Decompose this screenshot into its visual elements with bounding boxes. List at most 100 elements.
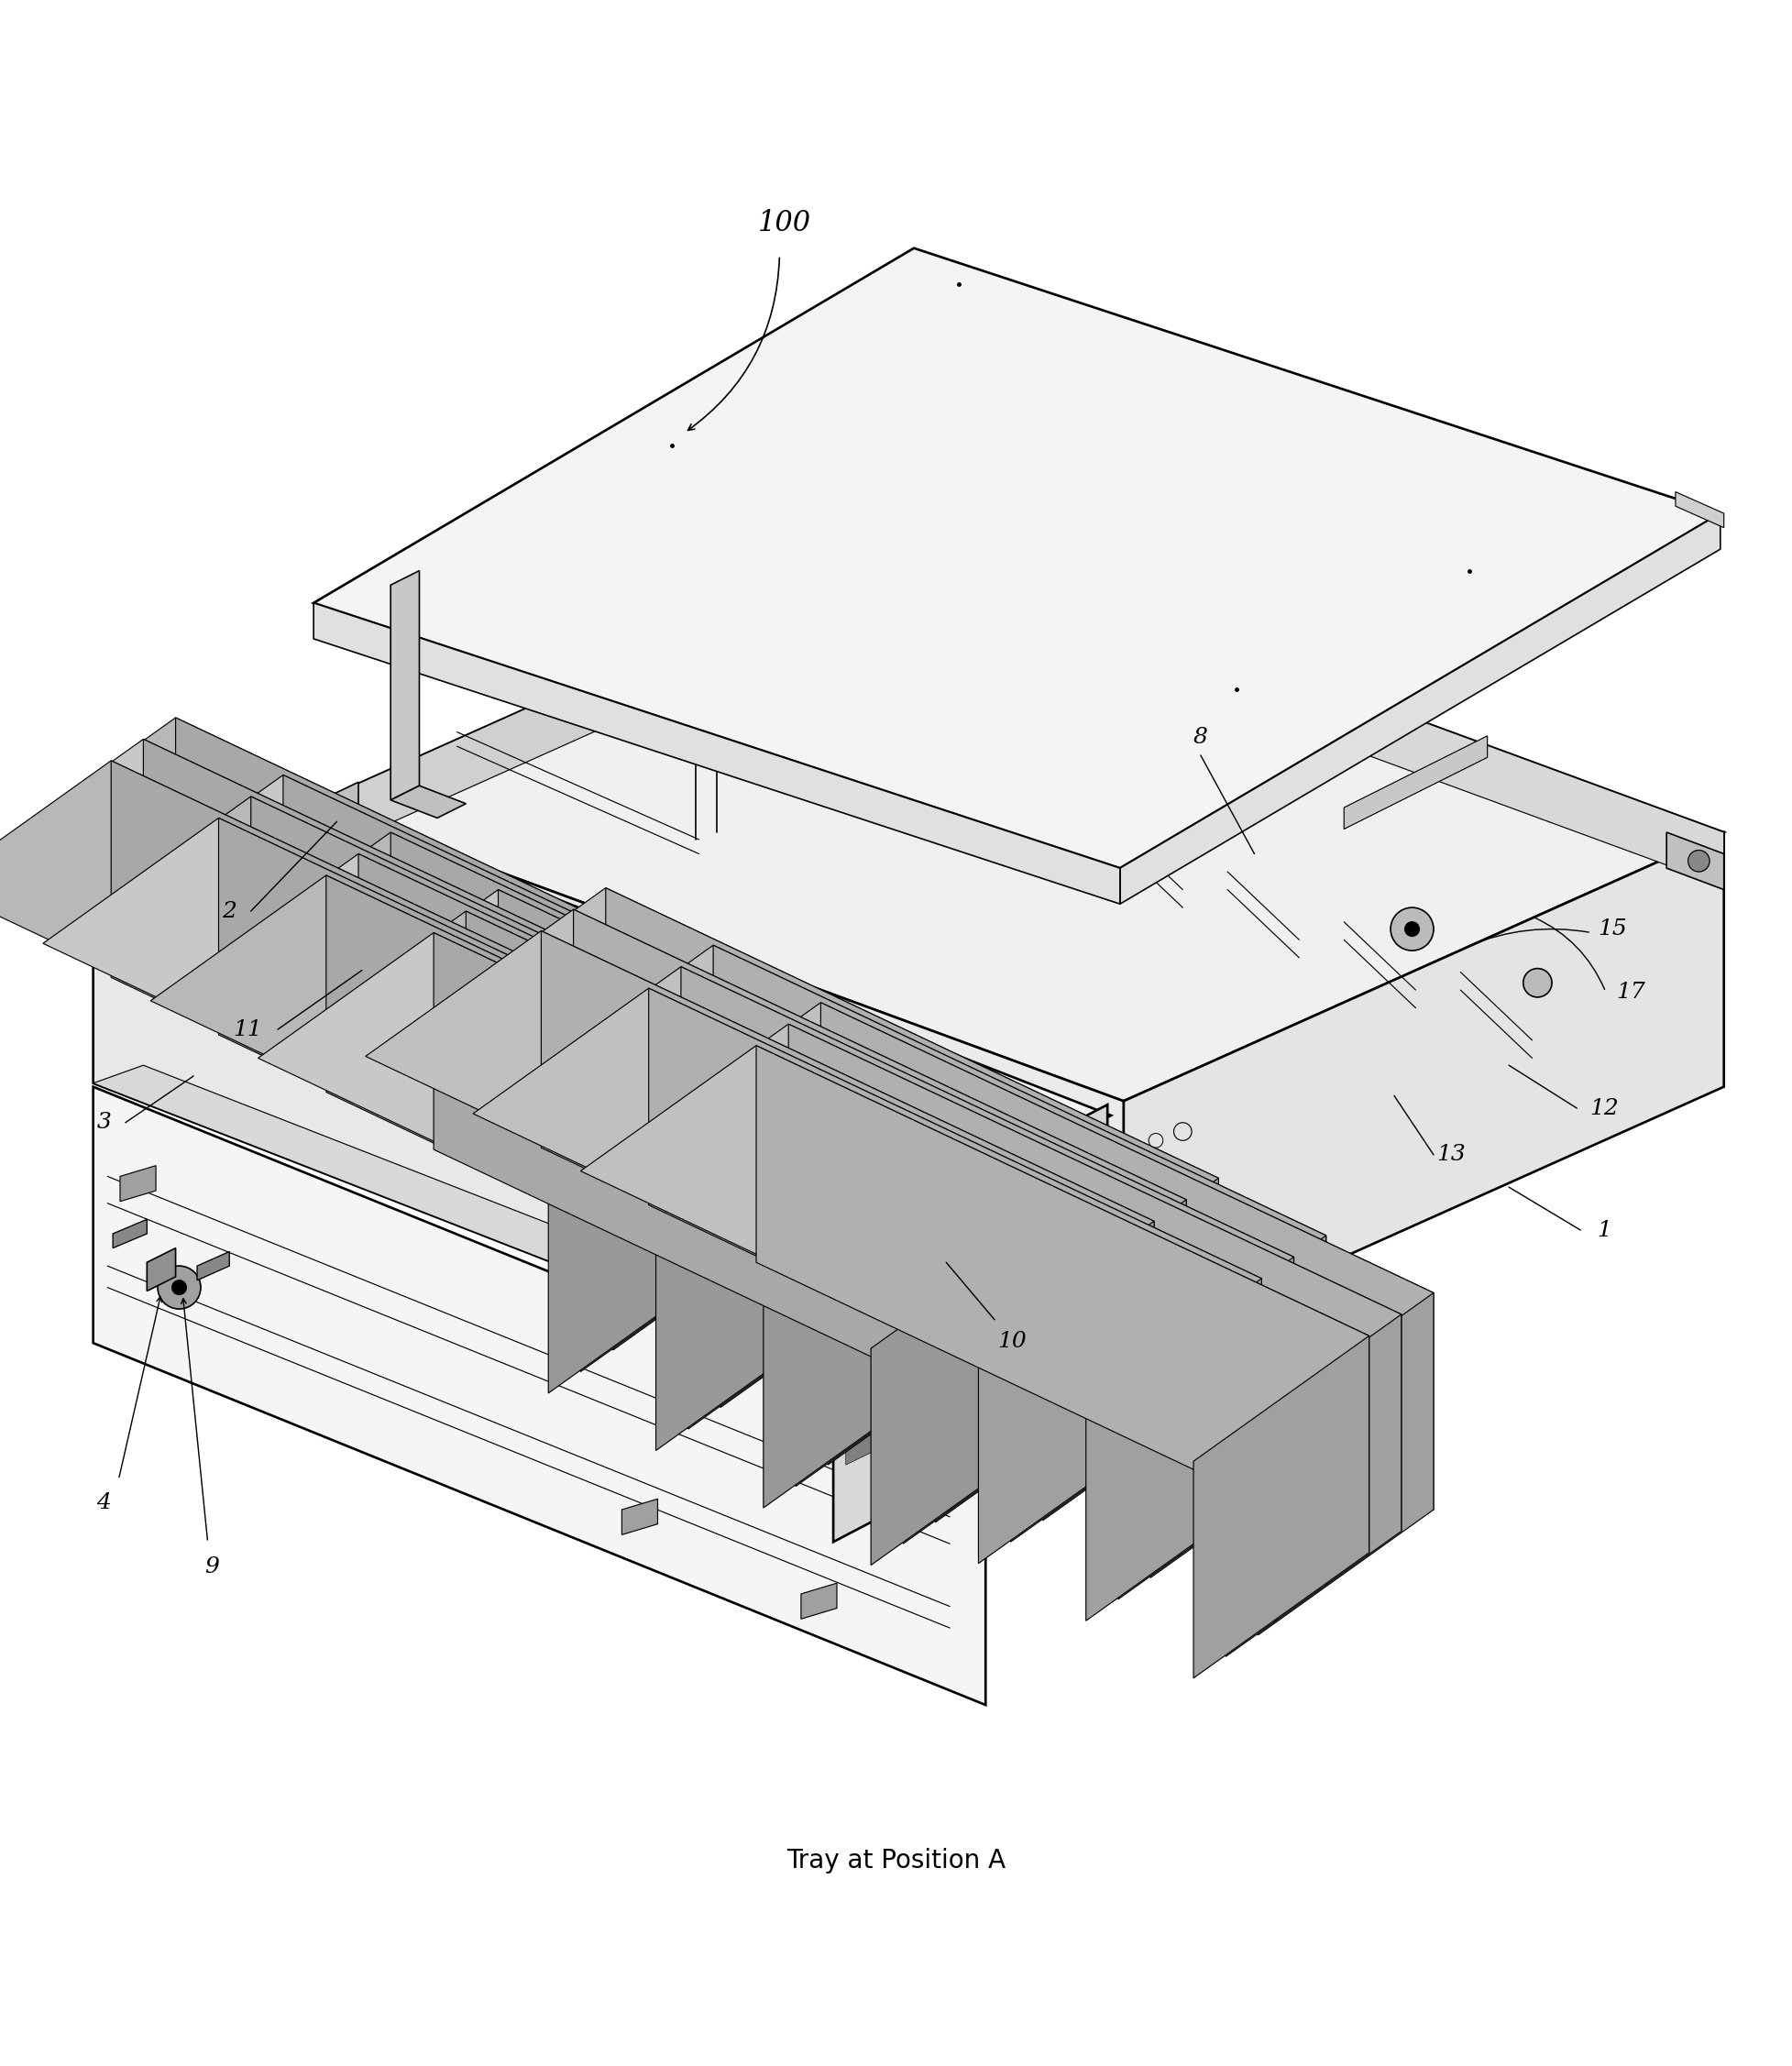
Polygon shape xyxy=(613,1008,788,1351)
Polygon shape xyxy=(498,890,1111,1397)
Polygon shape xyxy=(978,1221,1154,1564)
Polygon shape xyxy=(846,1343,964,1417)
Polygon shape xyxy=(656,1107,831,1450)
Polygon shape xyxy=(314,603,1120,905)
Polygon shape xyxy=(314,535,1724,1101)
Polygon shape xyxy=(314,804,1124,1355)
Polygon shape xyxy=(93,822,1111,1258)
Polygon shape xyxy=(398,909,1186,1324)
Polygon shape xyxy=(846,1297,964,1372)
Polygon shape xyxy=(1676,492,1724,527)
Polygon shape xyxy=(93,1066,896,1378)
Text: 15: 15 xyxy=(1598,919,1627,940)
Polygon shape xyxy=(197,1252,229,1281)
Polygon shape xyxy=(143,740,756,1246)
Polygon shape xyxy=(314,535,914,857)
Polygon shape xyxy=(505,967,1294,1382)
Text: 3: 3 xyxy=(97,1112,111,1132)
Polygon shape xyxy=(0,717,788,1134)
Polygon shape xyxy=(111,760,724,1269)
Polygon shape xyxy=(796,1145,971,1485)
Polygon shape xyxy=(645,1002,1434,1417)
Polygon shape xyxy=(846,1250,964,1324)
Polygon shape xyxy=(391,570,419,800)
Polygon shape xyxy=(430,888,1219,1304)
Polygon shape xyxy=(846,1390,964,1465)
Polygon shape xyxy=(147,1248,176,1291)
Polygon shape xyxy=(1086,1279,1262,1620)
Polygon shape xyxy=(93,1087,986,1704)
Polygon shape xyxy=(756,1045,1369,1554)
Polygon shape xyxy=(75,797,864,1213)
Text: 9: 9 xyxy=(204,1556,219,1578)
Polygon shape xyxy=(581,1029,756,1372)
Polygon shape xyxy=(176,717,788,1225)
Polygon shape xyxy=(688,1087,864,1430)
Polygon shape xyxy=(314,783,358,843)
Text: 2: 2 xyxy=(222,901,237,921)
FancyArrowPatch shape xyxy=(1468,930,1590,946)
Polygon shape xyxy=(391,785,466,818)
Polygon shape xyxy=(1004,676,1147,769)
Text: 11: 11 xyxy=(233,1019,262,1039)
Polygon shape xyxy=(43,818,831,1233)
Polygon shape xyxy=(846,1157,964,1231)
Polygon shape xyxy=(1667,833,1724,890)
Polygon shape xyxy=(538,944,1326,1361)
Polygon shape xyxy=(622,1500,658,1535)
Polygon shape xyxy=(828,1122,1004,1465)
Circle shape xyxy=(1688,851,1710,872)
Polygon shape xyxy=(573,909,1186,1417)
Polygon shape xyxy=(326,876,939,1382)
Text: 10: 10 xyxy=(998,1331,1027,1351)
Polygon shape xyxy=(871,1223,1047,1566)
Polygon shape xyxy=(1226,1314,1401,1657)
Text: 8: 8 xyxy=(1193,727,1208,748)
Polygon shape xyxy=(935,1180,1111,1523)
Circle shape xyxy=(158,1266,201,1310)
Polygon shape xyxy=(1011,1200,1186,1541)
Polygon shape xyxy=(466,911,1079,1417)
Polygon shape xyxy=(1344,735,1487,828)
Polygon shape xyxy=(0,760,724,1176)
Polygon shape xyxy=(290,911,1079,1326)
Polygon shape xyxy=(681,967,1294,1473)
Polygon shape xyxy=(613,1025,1401,1440)
Polygon shape xyxy=(183,853,971,1269)
Polygon shape xyxy=(215,833,1004,1248)
Polygon shape xyxy=(1193,1337,1369,1678)
Polygon shape xyxy=(801,1583,837,1620)
Text: 100: 100 xyxy=(758,209,812,238)
FancyArrowPatch shape xyxy=(1534,917,1604,990)
Polygon shape xyxy=(606,888,1219,1395)
Polygon shape xyxy=(219,818,831,1324)
Polygon shape xyxy=(1258,1293,1434,1634)
Polygon shape xyxy=(473,988,1262,1405)
Polygon shape xyxy=(833,1105,1107,1541)
Polygon shape xyxy=(914,535,1724,886)
Polygon shape xyxy=(151,876,939,1291)
Polygon shape xyxy=(366,932,1154,1347)
Text: 17: 17 xyxy=(1616,981,1645,1002)
Polygon shape xyxy=(1118,1256,1294,1599)
Polygon shape xyxy=(434,932,1047,1440)
Circle shape xyxy=(921,1227,943,1248)
Polygon shape xyxy=(763,1165,939,1508)
Polygon shape xyxy=(1150,1235,1326,1578)
Polygon shape xyxy=(821,1002,1434,1510)
Polygon shape xyxy=(120,1165,156,1202)
Polygon shape xyxy=(314,248,1720,868)
Polygon shape xyxy=(1043,1178,1219,1521)
Text: Tray at Position A: Tray at Position A xyxy=(787,1849,1005,1874)
Text: 4: 4 xyxy=(97,1492,111,1512)
Polygon shape xyxy=(108,775,896,1190)
Polygon shape xyxy=(713,944,1326,1452)
Circle shape xyxy=(1391,907,1434,950)
Polygon shape xyxy=(1120,512,1720,905)
Polygon shape xyxy=(649,988,1262,1496)
Polygon shape xyxy=(0,740,756,1155)
Polygon shape xyxy=(93,965,846,1378)
Polygon shape xyxy=(358,853,971,1361)
Polygon shape xyxy=(541,932,1154,1438)
Circle shape xyxy=(1405,921,1419,936)
